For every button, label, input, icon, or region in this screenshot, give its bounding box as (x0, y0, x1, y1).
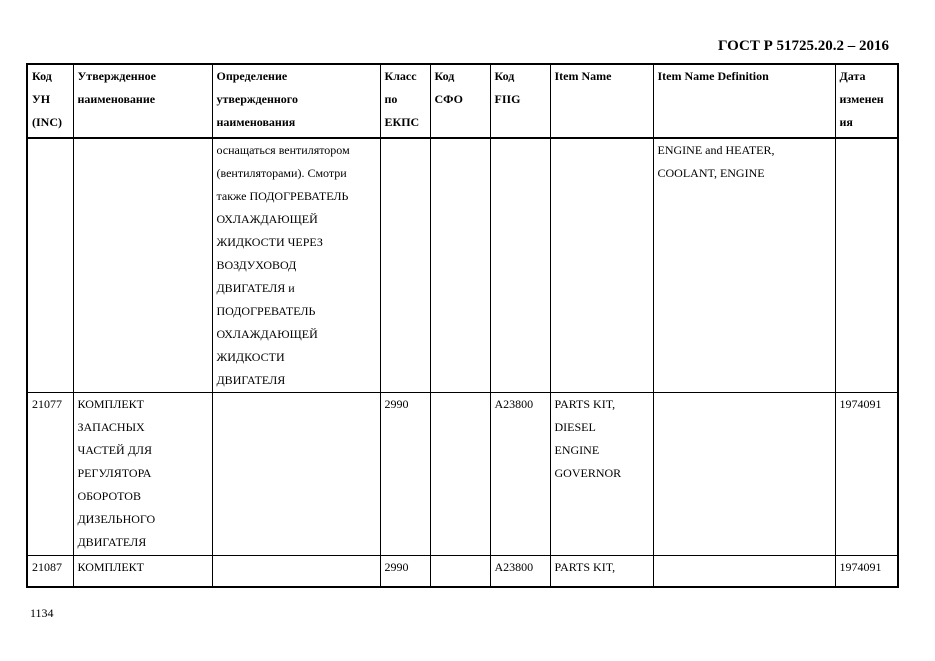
cell-line: DIESEL (554, 420, 596, 434)
cell-line: ЖИДКОСТИ ЧЕРЕЗ (216, 235, 323, 249)
cell-line: КОМПЛЕКТ (77, 560, 145, 574)
cell-line: COOLANT, ENGINE (657, 166, 765, 180)
cell-item-name: PARTS KIT, DIESEL ENGINE GOVERNOR (549, 392, 654, 556)
cell-line: ДВИГАТЕЛЯ (216, 373, 286, 387)
catalog-table: Код УН (INC) Утвержденное наименование Опреде… (26, 63, 899, 588)
cell-line: Код (434, 69, 455, 83)
cell-line: ЧАСТЕЙ ДЛЯ (77, 443, 153, 457)
cell-fiig-code: A23800 (489, 555, 551, 587)
cell-inc-code (26, 137, 74, 393)
table-header-row: Код УН (INC) Утвержденное наименование Опреде… (26, 63, 899, 139)
cell-line: 21077 (32, 397, 62, 411)
cell-change-date: 1974091 (834, 392, 899, 556)
cell-fiig-code (489, 137, 551, 393)
cell-line: 21087 (32, 560, 62, 574)
cell-line: Дата (839, 69, 866, 83)
cell-line: (вентиляторами). Смотри (216, 166, 347, 180)
cell-line: Код (32, 69, 52, 83)
cell-line: Item Name Definition (657, 69, 769, 83)
cell-ekps-class: 2990 (379, 555, 431, 587)
cell-line: КОМПЛЕКТ (77, 397, 145, 411)
cell-item-name-definition: ENGINE and HEATER, COOLANT, ENGINE (652, 137, 836, 393)
cell-inc-code: 21077 (26, 392, 74, 556)
cell-approved-name: КОМПЛЕКТ (72, 555, 213, 587)
cell-line: ОБОРОТОВ (77, 489, 141, 503)
cell-line: Код (494, 69, 515, 83)
cell-line: FIIG (494, 92, 521, 106)
cell-line: A23800 (494, 560, 534, 574)
cell-sfo-code (429, 555, 491, 587)
column-header-item-name-definition: Item Name Definition (652, 63, 836, 139)
cell-line: изменен (839, 92, 884, 106)
cell-definition: оснащаться вентилятором (вентиляторами). … (211, 137, 381, 393)
cell-line: (INC) (32, 115, 62, 129)
column-header-inc-code: Код УН (INC) (26, 63, 74, 139)
cell-line: ДВИГАТЕЛЯ и (216, 281, 295, 295)
table-row: 21077 КОМПЛЕКТ ЗАПАСНЫХ ЧАСТЕЙ ДЛЯ РЕГУЛЯТОР… (26, 392, 899, 556)
cell-line: наименования (216, 115, 296, 129)
cell-line: по (384, 92, 398, 106)
cell-line: также ПОДОГРЕВАТЕЛЬ (216, 189, 349, 203)
cell-sfo-code (429, 137, 491, 393)
cell-line: ДВИГАТЕЛЯ (77, 535, 147, 549)
cell-line: ВОЗДУХОВОД (216, 258, 297, 272)
cell-line: ЖИДКОСТИ (216, 350, 285, 364)
cell-line: GOVERNOR (554, 466, 622, 480)
table-row: оснащаться вентилятором (вентиляторами). … (26, 137, 899, 393)
cell-line: A23800 (494, 397, 534, 411)
cell-sfo-code (429, 392, 491, 556)
column-header-fiig-code: Код FIIG (489, 63, 551, 139)
cell-line: УН (32, 92, 51, 106)
cell-line: PARTS KIT, (554, 560, 616, 574)
cell-inc-code: 21087 (26, 555, 74, 587)
cell-line: наименование (77, 92, 156, 106)
cell-fiig-code: A23800 (489, 392, 551, 556)
cell-line: 1974091 (839, 397, 882, 411)
cell-line: ЗАПАСНЫХ (77, 420, 145, 434)
cell-line: 2990 (384, 560, 409, 574)
cell-line: Определение (216, 69, 288, 83)
cell-line: СФО (434, 92, 463, 106)
column-header-item-name: Item Name (549, 63, 654, 139)
table-row: 21087 КОМПЛЕКТ 2990 A23800 PARTS KIT, 1974091 (26, 555, 899, 587)
cell-ekps-class: 2990 (379, 392, 431, 556)
column-header-definition: Определение утвержденного наименования (211, 63, 381, 139)
column-header-sfo-code: Код СФО (429, 63, 491, 139)
cell-line: PARTS KIT, (554, 397, 616, 411)
cell-line: оснащаться вентилятором (216, 143, 350, 157)
document-title: ГОСТ Р 51725.20.2 – 2016 (717, 38, 889, 54)
cell-line: ENGINE (554, 443, 600, 457)
cell-line: ENGINE and HEATER, (657, 143, 775, 157)
cell-line: РЕГУЛЯТОРА (77, 466, 152, 480)
cell-ekps-class (379, 137, 431, 393)
cell-approved-name (72, 137, 213, 393)
cell-line: Класс (384, 69, 417, 83)
cell-line: Item Name (554, 69, 612, 83)
cell-change-date (834, 137, 899, 393)
cell-line: ПОДОГРЕВАТЕЛЬ (216, 304, 316, 318)
cell-item-name: PARTS KIT, (549, 555, 654, 587)
column-header-approved-name: Утвержденное наименование (72, 63, 213, 139)
cell-approved-name: КОМПЛЕКТ ЗАПАСНЫХ ЧАСТЕЙ ДЛЯ РЕГУЛЯТОРА ОБОР… (72, 392, 213, 556)
cell-line: ДИЗЕЛЬНОГО (77, 512, 156, 526)
cell-definition (211, 392, 381, 556)
cell-line: утвержденного (216, 92, 298, 106)
cell-line: ЕКПС (384, 115, 420, 129)
cell-item-name (549, 137, 654, 393)
column-header-ekps-class: Класс по ЕКПС (379, 63, 431, 139)
cell-item-name-definition (652, 555, 836, 587)
page-number: 1134 (30, 606, 54, 620)
column-header-change-date: Дата изменен ия (834, 63, 899, 139)
cell-item-name-definition (652, 392, 836, 556)
cell-line: ОХЛАЖДАЮЩЕЙ (216, 212, 318, 226)
cell-line: 1974091 (839, 560, 882, 574)
cell-definition (211, 555, 381, 587)
cell-line: ОХЛАЖДАЮЩЕЙ (216, 327, 318, 341)
cell-line: 2990 (384, 397, 409, 411)
cell-change-date: 1974091 (834, 555, 899, 587)
cell-line: ия (839, 115, 853, 129)
cell-line: Утвержденное (77, 69, 156, 83)
